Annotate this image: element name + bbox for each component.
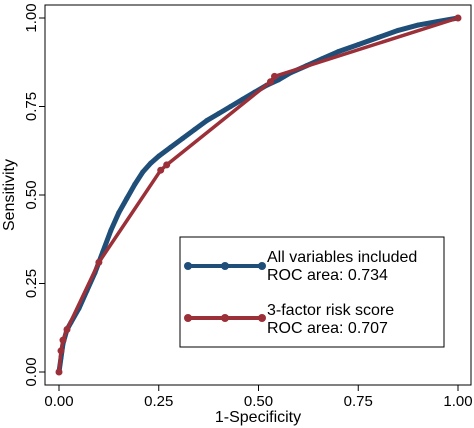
series-point-1 xyxy=(163,161,171,169)
series-point-0 xyxy=(375,35,381,40)
series-point-0 xyxy=(228,104,234,109)
series-point-0 xyxy=(192,127,198,132)
series-layer xyxy=(55,14,462,376)
series-point-1 xyxy=(55,368,63,376)
series-point-0 xyxy=(140,169,146,175)
series-point-0 xyxy=(276,77,281,83)
x-tick-label: 1.00 xyxy=(443,393,472,410)
y-axis-ticks: 0.00 0.25 0.50 0.75 1.00 xyxy=(23,3,45,387)
series-point-0 xyxy=(180,135,186,141)
legend-marker xyxy=(184,262,192,270)
legend-box xyxy=(179,236,445,348)
series-point-0 xyxy=(335,49,341,55)
series-point-1 xyxy=(271,72,278,80)
series-point-0 xyxy=(156,153,162,159)
series-point-1 xyxy=(59,336,67,344)
series-point-0 xyxy=(108,227,114,233)
x-tick-label: 0.50 xyxy=(244,393,273,410)
legend-roc-all-variables: ROC area: 0.734 xyxy=(267,267,388,284)
series-point-1 xyxy=(95,258,103,266)
series-point-0 xyxy=(355,42,361,48)
series-point-1 xyxy=(57,347,65,355)
series-point-1 xyxy=(454,14,462,22)
series-point-0 xyxy=(395,27,401,33)
series-point-0 xyxy=(132,181,138,187)
legend-marker xyxy=(184,314,192,322)
y-axis-title: Sensitivity xyxy=(1,159,18,231)
series-point-0 xyxy=(204,118,210,124)
legend-label-all-variables: All variables included xyxy=(267,249,417,266)
x-tick-label: 0.25 xyxy=(144,393,173,410)
series-point-1 xyxy=(267,78,274,86)
x-axis-title: 1-Specificity xyxy=(215,409,301,426)
y-tick-label: 0.00 xyxy=(23,357,40,386)
legend-marker xyxy=(258,314,266,322)
y-tick-label: 0.50 xyxy=(23,180,40,209)
y-tick-label: 0.75 xyxy=(23,92,40,121)
series-point-0 xyxy=(148,160,154,166)
x-axis-ticks: 0.00 0.25 0.50 0.75 1.00 xyxy=(44,385,473,410)
legend: All variables included ROC area: 0.734 3… xyxy=(179,236,445,348)
x-tick-label: 0.75 xyxy=(344,393,373,410)
series-point-0 xyxy=(240,96,245,102)
series-point-1 xyxy=(157,166,165,174)
y-tick-label: 1.00 xyxy=(23,3,40,32)
y-tick-label: 0.25 xyxy=(23,269,40,298)
legend-marker xyxy=(221,262,229,270)
x-tick-label: 0.00 xyxy=(44,393,73,410)
series-point-0 xyxy=(216,111,222,117)
series-point-0 xyxy=(116,210,122,216)
series-point-0 xyxy=(124,196,130,201)
legend-marker xyxy=(221,314,229,322)
legend-roc-3-factor: ROC area: 0.707 xyxy=(267,320,388,337)
legend-label-3-factor: 3-factor risk score xyxy=(267,302,394,319)
series-point-1 xyxy=(63,326,71,333)
legend-marker xyxy=(258,262,266,270)
series-point-0 xyxy=(415,22,421,28)
series-point-0 xyxy=(168,144,174,150)
